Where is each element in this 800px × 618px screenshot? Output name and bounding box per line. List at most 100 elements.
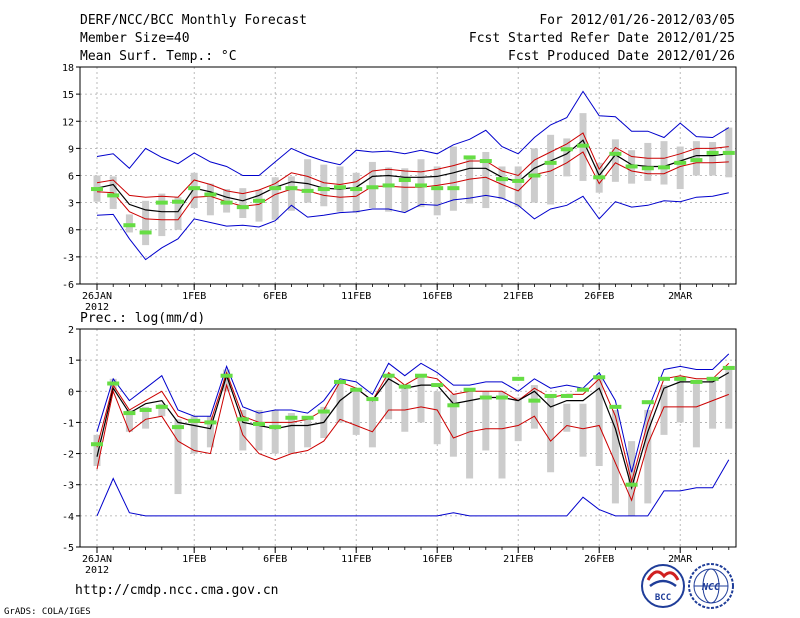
observed-marker (269, 186, 282, 191)
observed-marker (641, 166, 654, 171)
member-range-bar (514, 166, 522, 208)
observed-marker (253, 421, 265, 426)
observed-marker (577, 387, 589, 392)
observed-marker (155, 404, 168, 409)
y-tick-label: -4 (62, 512, 74, 523)
observed-marker (188, 186, 201, 191)
member-range-bar (433, 391, 441, 445)
observed-marker (658, 165, 670, 170)
member-range-bar (142, 200, 150, 246)
x-tick-label: 6FEB (263, 291, 287, 302)
member-range-bar (692, 381, 700, 448)
x-tick-label: 1FEB (182, 554, 206, 565)
member-range-bar (352, 172, 360, 213)
series-line-min (96, 192, 729, 261)
observed-marker (317, 187, 330, 192)
member-range-bar (579, 403, 587, 457)
observed-marker (674, 160, 687, 165)
observed-marker (625, 164, 638, 169)
observed-marker (447, 186, 460, 191)
observed-marker (609, 151, 622, 156)
observed-marker (398, 178, 411, 183)
observed-marker (253, 198, 265, 203)
member-range-bar (125, 409, 133, 432)
member-range-bar (482, 151, 490, 209)
observed-marker (674, 376, 687, 381)
member-range-bar (287, 413, 295, 454)
x-tick-label: 21FEB (503, 554, 533, 565)
observed-marker (415, 183, 427, 188)
produced-date: Fcst Produced Date 2012/01/26 (508, 49, 735, 64)
precipitation-panel: 2 1 0 -1 -2 -3 -4 -5 26JAN 1FEB 6FEB 11FEB 16FEB 21FE… (62, 325, 737, 576)
member-range-bar (482, 391, 490, 451)
observed-marker (220, 373, 233, 378)
temperature-panel: 18 15 12 9 6 3 0 -3 -6 26JAN 1FEB 6FEB 11FEB 16FEB 21F… (62, 63, 737, 313)
observed-marker (107, 381, 120, 386)
observed-marker (334, 379, 346, 384)
observed-marker (722, 150, 735, 155)
member-range-bar (174, 419, 182, 495)
y-tick-label: 0 (68, 387, 74, 398)
member-range-bar (239, 409, 247, 451)
observed-marker (512, 376, 525, 381)
x-tick-label: 11FEB (341, 554, 371, 565)
observed-marker (139, 407, 152, 412)
member-range-bar (206, 416, 214, 448)
member-range-bar (611, 409, 619, 504)
bcc-logo-icon: BCC (641, 564, 685, 608)
member-range-bar (401, 168, 409, 212)
observed-marker (544, 160, 557, 165)
observed-marker (91, 187, 103, 192)
y-tick-label: 12 (62, 117, 74, 128)
observed-marker (366, 185, 379, 190)
x-tick-label: 2MAR (668, 554, 693, 565)
y-tick-label: 18 (62, 63, 74, 74)
observed-marker (317, 409, 330, 414)
y-tick-label: 6 (68, 172, 74, 183)
observed-marker (625, 482, 638, 487)
member-range-bar (417, 375, 425, 423)
observed-marker (204, 192, 217, 197)
member-range-bar (223, 369, 231, 392)
observed-marker (706, 150, 719, 155)
x-tick-label: 21FEB (503, 291, 533, 302)
series-line-min (96, 459, 730, 517)
member-range-bar (320, 164, 328, 207)
y-tick-label: 0 (68, 226, 74, 237)
x-tick-label: 16FEB (422, 291, 452, 302)
member-range-bar (271, 177, 279, 220)
y-tick-label: 2 (68, 325, 74, 336)
member-range-bar (190, 172, 198, 209)
observed-marker (528, 173, 541, 178)
observed-marker (415, 373, 427, 378)
series-line-max (96, 353, 730, 473)
observed-marker (577, 143, 589, 148)
member-range-bar (287, 176, 295, 211)
member-range-bar (142, 406, 150, 429)
observed-marker (123, 223, 136, 228)
member-range-bar (709, 378, 717, 429)
observed-marker (107, 193, 120, 198)
observed-marker (431, 383, 444, 388)
observed-marker (204, 420, 217, 425)
observed-marker (593, 175, 606, 180)
member-range-bar (725, 369, 733, 429)
x-tick-label: 2MAR (668, 291, 693, 302)
y-tick-label: -2 (62, 450, 74, 461)
observed-marker (722, 365, 735, 370)
member-range-bar (336, 381, 344, 423)
y-tick-label: -5 (62, 543, 74, 554)
observed-marker (447, 403, 460, 408)
observed-marker (544, 393, 557, 398)
observed-marker (463, 155, 476, 160)
ncc-logo-label: NCC (701, 582, 720, 593)
member-range-bar (547, 397, 555, 473)
figure-title: DERF/NCC/BCC Monthly Forecast (80, 13, 307, 28)
observed-marker (350, 387, 363, 392)
y-tick-label: 3 (68, 199, 74, 210)
observed-marker (706, 376, 719, 381)
y-tick-label: -6 (62, 280, 74, 291)
x-tick-label: 16FEB (422, 554, 452, 565)
observed-marker (398, 384, 411, 389)
